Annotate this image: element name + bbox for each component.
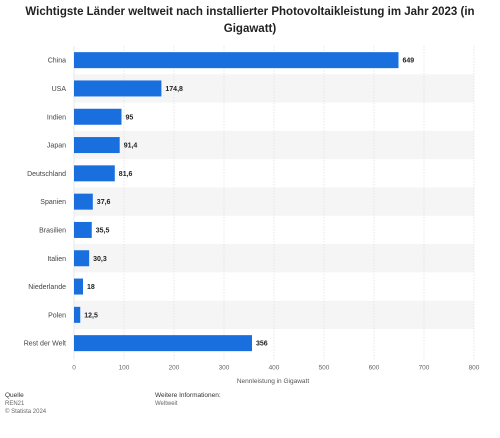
bar[interactable] [74, 52, 399, 69]
category-label: Deutschland [27, 171, 66, 178]
x-tick-label: 100 [119, 364, 130, 371]
source-heading[interactable]: Quelle [5, 392, 24, 399]
x-tick-label: 700 [419, 364, 430, 371]
bar[interactable] [74, 80, 162, 97]
bar[interactable] [74, 108, 122, 125]
x-tick-label: 200 [169, 364, 180, 371]
value-label: 174,8 [165, 86, 183, 93]
category-label: Japan [47, 143, 66, 150]
bars [74, 52, 399, 352]
source-name: REN21 [5, 401, 25, 407]
bar[interactable] [74, 137, 120, 154]
info-value: Weltweit [155, 401, 178, 407]
category-label: Polen [48, 312, 66, 319]
x-tick-label: 400 [269, 364, 280, 371]
bar[interactable] [74, 278, 83, 295]
category-label: China [48, 58, 66, 65]
category-label: Spanien [40, 199, 66, 206]
bar[interactable] [74, 221, 92, 238]
category-label: Indien [47, 114, 66, 121]
category-labels: China USA Indien Japan Deutschland Spanien Bra… [24, 58, 67, 348]
x-tick-label: 300 [219, 364, 230, 371]
x-tick-label: 800 [469, 364, 480, 371]
value-label: 35,5 [96, 227, 110, 234]
info-heading[interactable]: Weitere Informationen: [155, 392, 221, 399]
x-tick-label: 0 [72, 364, 76, 371]
category-label: Niederlande [28, 284, 66, 291]
bar[interactable] [74, 306, 81, 323]
category-label: Rest der Welt [24, 341, 66, 348]
category-label: Italien [47, 256, 66, 263]
category-label: USA [52, 86, 67, 93]
bar[interactable] [74, 335, 252, 352]
value-label: 37,6 [97, 199, 111, 206]
x-tick-label: 600 [369, 364, 380, 371]
x-tick-label: 500 [319, 364, 330, 371]
value-label: 81,6 [119, 171, 133, 178]
category-label: Brasilien [39, 227, 66, 234]
chart-title: Wichtigste Länder weltweit nach installi… [25, 6, 475, 35]
row-band [74, 244, 474, 273]
value-label: 649 [403, 58, 415, 65]
gridlines [73, 46, 475, 360]
bar[interactable] [74, 193, 93, 210]
x-axis-label: Nennleistung in Gigawatt [237, 378, 309, 385]
value-label: 30,3 [93, 256, 107, 263]
x-tick-labels: 0 100 200 300 400 500 600 700 800 [72, 364, 480, 371]
value-label: 95 [126, 114, 134, 121]
value-labels: 649 174,8 95 91,4 81,6 37,6 35,5 30,3 18 12,5 356 [84, 58, 414, 348]
value-label: 12,5 [84, 312, 98, 319]
bar[interactable] [74, 250, 90, 267]
bar[interactable] [74, 165, 115, 182]
value-label: 356 [256, 341, 268, 348]
value-label: 18 [87, 284, 95, 291]
copyright: © Statista 2024 [5, 409, 47, 415]
value-label: 91,4 [124, 143, 138, 150]
